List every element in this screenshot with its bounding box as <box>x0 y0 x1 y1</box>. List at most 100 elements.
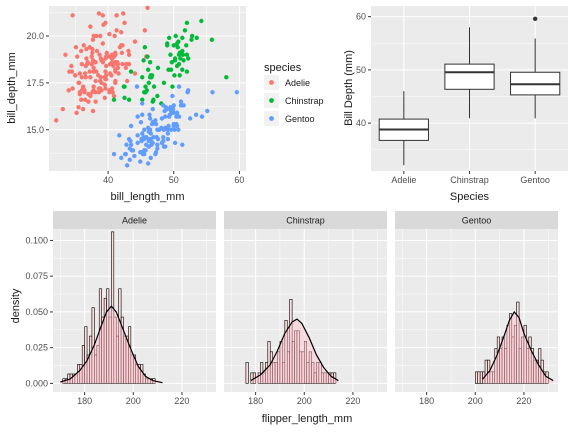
data-point <box>122 95 127 101</box>
data-point <box>154 135 159 140</box>
data-point <box>123 65 129 71</box>
data-point <box>111 97 117 102</box>
data-point <box>93 78 98 84</box>
data-point <box>172 73 177 78</box>
data-point <box>103 76 109 82</box>
data-point <box>172 127 177 132</box>
data-point <box>87 69 92 74</box>
histogram-bars <box>62 231 156 384</box>
data-point <box>107 31 112 37</box>
data-point <box>234 90 240 95</box>
data-point <box>126 61 132 67</box>
data-point <box>162 108 167 114</box>
data-point <box>161 144 167 149</box>
scatter-points <box>54 5 240 168</box>
density-curve <box>60 305 163 384</box>
data-point <box>81 43 87 48</box>
data-point <box>140 131 145 136</box>
data-point <box>78 97 84 102</box>
data-point <box>102 95 108 101</box>
data-point <box>168 52 173 57</box>
data-point <box>146 138 152 144</box>
y-tick-label: 40 <box>356 118 366 128</box>
data-point <box>153 151 158 157</box>
y-tick-label: 0.100 <box>25 235 48 245</box>
x-tick-label: 200 <box>468 396 483 406</box>
data-point <box>187 116 193 121</box>
data-point <box>91 84 96 89</box>
data-point <box>165 127 171 132</box>
data-point <box>145 5 150 11</box>
data-point <box>176 84 182 89</box>
scatter-ylabel: bill_depth_mm <box>6 52 18 124</box>
data-point <box>172 140 178 146</box>
data-point <box>148 131 153 136</box>
data-point <box>181 58 186 63</box>
data-point <box>170 110 175 116</box>
data-point <box>115 61 121 67</box>
box-iqr <box>444 63 495 90</box>
data-point <box>175 45 180 50</box>
scatter-ticks: 40 50 60 15.0 17.5 20.0 <box>26 31 244 185</box>
facet-gentoo: Gentoo 180 200 220 <box>395 211 558 406</box>
data-point <box>199 18 204 24</box>
data-point <box>150 140 155 146</box>
density-area <box>250 319 339 384</box>
x-tick-label: 50 <box>169 175 179 185</box>
data-point <box>113 80 118 86</box>
data-point <box>69 69 75 74</box>
data-point <box>93 90 98 95</box>
data-point <box>145 67 151 72</box>
data-point <box>145 54 150 59</box>
facet-strip-label: Gentoo <box>462 216 492 226</box>
data-point <box>88 93 93 99</box>
data-point <box>114 13 119 18</box>
data-point <box>205 108 210 114</box>
data-point <box>224 75 229 80</box>
data-point <box>159 116 165 121</box>
data-point <box>151 135 156 140</box>
histogram-ylabel: density <box>10 288 22 323</box>
data-point <box>176 39 181 44</box>
data-point <box>176 127 181 132</box>
legend-label-adelie: Adelie <box>285 78 310 88</box>
data-point <box>73 45 79 50</box>
data-point <box>91 65 96 71</box>
data-point <box>134 84 140 89</box>
legend-key-chinstrap <box>269 98 274 103</box>
data-point <box>90 90 95 95</box>
data-point <box>209 37 215 42</box>
data-point <box>172 58 178 63</box>
facet-chinstrap: Chinstrap 180 200 220 <box>224 211 387 406</box>
data-point <box>112 33 117 39</box>
data-point <box>78 48 84 54</box>
data-point <box>100 41 106 46</box>
data-point <box>189 33 195 39</box>
data-point <box>94 33 99 39</box>
histogram-bar <box>474 371 479 384</box>
data-point <box>147 127 153 132</box>
x-tick-label: 180 <box>248 396 263 406</box>
data-point <box>176 61 182 67</box>
boxplot-ticks: Adelie Chinstrap Gentoo 40 50 60 <box>356 12 550 185</box>
data-point <box>82 97 88 102</box>
data-point <box>170 84 175 89</box>
data-point <box>143 90 148 95</box>
data-point <box>168 127 174 132</box>
data-point <box>102 82 108 87</box>
data-point <box>124 163 130 168</box>
data-point <box>132 39 138 44</box>
data-point <box>142 127 147 132</box>
x-tick-label: 220 <box>174 396 189 406</box>
data-point <box>184 43 189 48</box>
legend-label-gentoo: Gentoo <box>285 114 315 124</box>
data-point <box>170 106 176 112</box>
data-point <box>70 86 75 91</box>
data-point <box>163 114 168 119</box>
data-point <box>89 54 94 59</box>
data-point <box>73 73 78 78</box>
data-point <box>147 112 152 117</box>
facet-strip <box>53 211 216 229</box>
data-point <box>135 140 140 146</box>
